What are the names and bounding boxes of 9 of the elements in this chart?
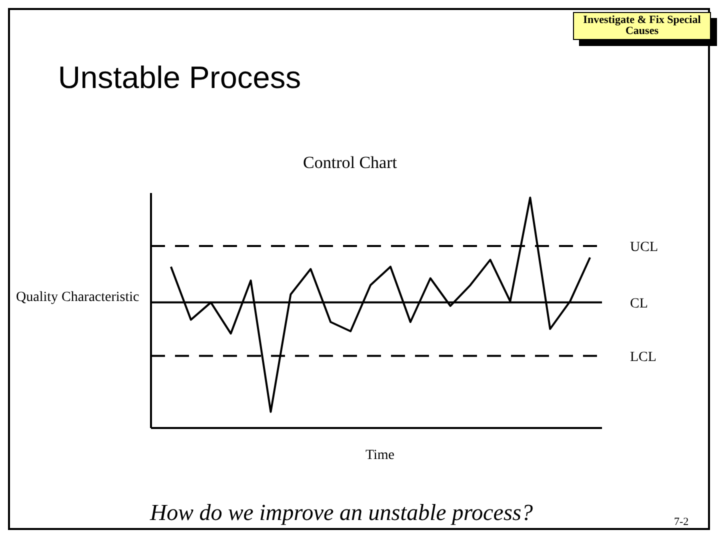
text: How do we improve an unstable process? xyxy=(150,500,533,526)
x-axis-title: Time xyxy=(364,448,396,464)
ref-line-label: UCL xyxy=(630,240,658,255)
ref-line-label: CL xyxy=(630,296,648,312)
chart-subtitle: Control Chart xyxy=(302,153,398,173)
y-axis-title: Quality Characteristic xyxy=(16,290,140,306)
text: 7-2 xyxy=(674,516,689,528)
chart-title: Unstable Process xyxy=(58,60,301,96)
ref-line-label: LCL xyxy=(630,350,656,365)
